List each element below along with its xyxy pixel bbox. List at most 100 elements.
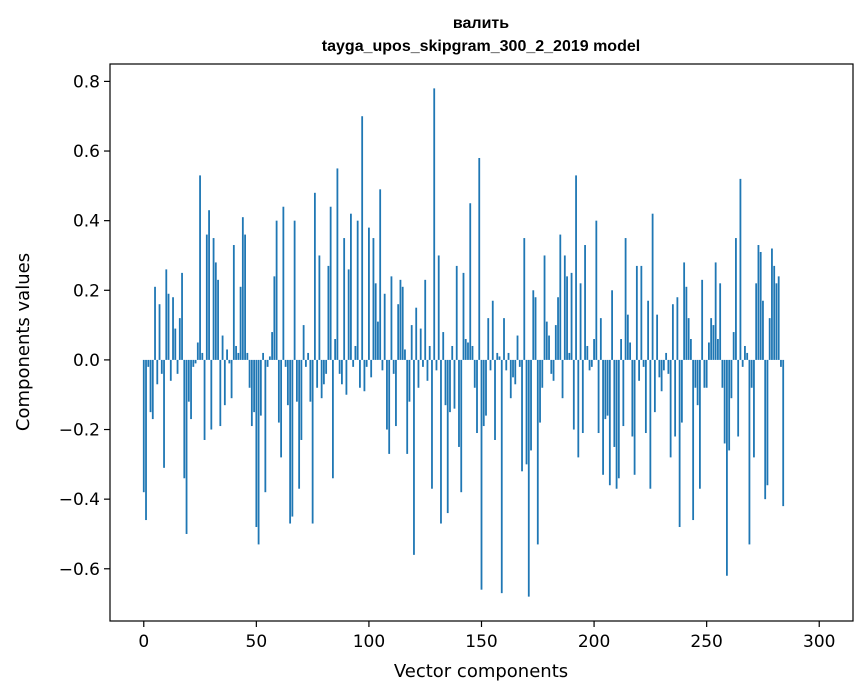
bar: [530, 359, 532, 451]
bar: [259, 359, 262, 416]
bar: [415, 307, 418, 360]
bar: [316, 359, 319, 388]
bar: [404, 349, 406, 360]
chart-title-line1: валить: [453, 15, 509, 32]
bar: [683, 262, 686, 360]
bar: [500, 359, 503, 594]
bar: [156, 359, 159, 385]
bar: [581, 359, 584, 434]
bar: [401, 286, 404, 360]
bar: [717, 339, 719, 360]
bar: [433, 88, 436, 360]
bar: [381, 359, 384, 371]
bar: [327, 265, 330, 360]
bar: [390, 276, 393, 360]
bar: [687, 318, 690, 360]
bar: [388, 359, 391, 454]
bar: [516, 335, 519, 360]
bar: [395, 359, 397, 427]
bar: [397, 304, 400, 360]
bar: [703, 359, 706, 388]
bar: [705, 359, 708, 388]
bar: [671, 304, 674, 360]
x-tick-label: 100: [353, 632, 385, 652]
bar: [277, 359, 280, 423]
bar: [145, 359, 147, 521]
bar: [543, 255, 546, 360]
bar: [748, 359, 751, 545]
x-tick-label: 50: [246, 632, 268, 652]
bar: [174, 328, 177, 360]
bar: [284, 359, 287, 367]
bar: [205, 234, 208, 360]
bar: [744, 345, 746, 360]
bar: [525, 359, 528, 465]
bar: [350, 213, 352, 360]
bar: [586, 345, 589, 360]
bar: [469, 203, 472, 360]
bar: [343, 238, 346, 360]
bar: [295, 359, 298, 402]
bar: [471, 345, 474, 360]
bar: [142, 359, 145, 493]
bar: [498, 356, 501, 360]
bar: [674, 359, 677, 437]
bar: [217, 279, 219, 360]
bar: [676, 297, 679, 360]
bar: [723, 359, 726, 444]
y-axis-label: Components values: [13, 253, 34, 431]
bar: [584, 245, 586, 360]
bar: [183, 359, 186, 479]
bar: [244, 234, 246, 360]
bar: [557, 297, 559, 360]
bar: [512, 359, 514, 378]
bar: [595, 220, 598, 360]
bar: [633, 359, 636, 475]
bar: [710, 318, 713, 360]
bar: [739, 178, 742, 360]
bar: [635, 265, 638, 360]
y-tick-label: −0.2: [59, 421, 100, 441]
bar: [570, 272, 573, 360]
bar: [449, 359, 451, 413]
bar: [410, 325, 413, 360]
bar: [602, 359, 604, 475]
bar: [750, 359, 753, 388]
bar: [746, 352, 749, 360]
bar: [226, 349, 228, 360]
bar: [291, 359, 294, 517]
bar: [741, 359, 744, 367]
bar: [194, 359, 197, 364]
bar: [771, 248, 773, 360]
bar: [426, 359, 429, 381]
bar: [309, 359, 312, 402]
bar: [503, 318, 505, 360]
bar: [480, 359, 483, 590]
bar: [241, 217, 244, 360]
bar: [719, 283, 722, 360]
bar: [552, 359, 555, 381]
bar: [444, 359, 447, 406]
bar: [422, 359, 424, 367]
y-tick-label: 0.4: [73, 212, 100, 232]
bar: [417, 359, 420, 388]
bar: [154, 286, 156, 360]
bar: [221, 335, 224, 360]
bar: [282, 206, 285, 360]
bar: [629, 342, 631, 360]
bar: [451, 345, 454, 360]
bar: [440, 359, 442, 524]
bar: [617, 359, 620, 479]
bar: [453, 359, 456, 409]
bar: [347, 269, 350, 360]
bar: [208, 210, 210, 360]
bar: [575, 175, 577, 360]
bar: [782, 359, 785, 507]
bar: [248, 359, 251, 388]
bar: [437, 255, 440, 360]
x-axis-label: Vector components: [394, 661, 568, 682]
x-tick-label: 150: [465, 632, 497, 652]
x-tick-label: 300: [803, 632, 835, 652]
bar: [187, 359, 190, 402]
